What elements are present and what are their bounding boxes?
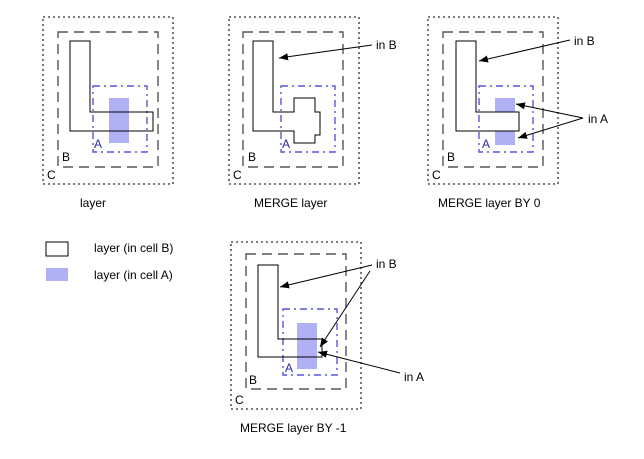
layer-shape-cell-a-upper [495, 98, 515, 112]
cell-c-label: C [432, 168, 441, 182]
cell-b-label: B [62, 150, 70, 164]
arrow-in-b-lower [319, 270, 371, 348]
annotation-in-b: in B [376, 257, 397, 271]
cell-a-label: A [282, 137, 290, 151]
cell-a-label: A [94, 137, 102, 151]
cell-c-label: C [235, 393, 244, 407]
layer-shape-cell-a [109, 98, 129, 143]
cell-b-frame [442, 31, 544, 168]
annotation-in-a: in A [404, 370, 424, 384]
layer-shape-cell-b [69, 40, 154, 132]
cell-b-frame [242, 31, 344, 168]
arrow-in-b-upper [279, 264, 373, 289]
arrow-in-a-lower [517, 117, 584, 139]
panel-layer: A B C layer [42, 16, 174, 210]
cell-a-label: A [482, 137, 490, 151]
panel-merge-layer-by-0: A B C in B in A MERGE layer BY 0 [427, 16, 608, 210]
arrow-in-a-upper [515, 102, 584, 119]
legend-swatch-filled [46, 268, 68, 281]
panel-caption: MERGE layer [254, 196, 327, 210]
cell-c-label: C [233, 168, 242, 182]
arrow-in-b [478, 39, 571, 63]
cell-a-frame [478, 85, 534, 153]
legend: layer (in cell B) layer (in cell A) [45, 241, 173, 282]
cell-a-frame [92, 85, 148, 153]
cell-b-frame [245, 253, 347, 390]
arrow-in-b [278, 44, 373, 61]
cell-c-frame [230, 241, 362, 410]
layer-shape-cell-a-lower [495, 131, 515, 145]
arrow-in-a [317, 350, 401, 374]
panel-merge-layer: A B C in B MERGE layer [228, 16, 397, 210]
cell-c-frame [427, 16, 559, 185]
cell-b-label: B [249, 373, 257, 387]
annotation-in-b: in B [574, 34, 595, 48]
cell-a-frame [282, 308, 338, 376]
cell-b-frame [57, 31, 159, 168]
merged-shape [455, 40, 520, 132]
cell-c-label: C [47, 168, 56, 182]
annotation-in-b: in B [376, 38, 397, 52]
panel-caption: MERGE layer BY 0 [438, 196, 541, 210]
legend-label-cell-b: layer (in cell B) [94, 241, 173, 255]
layer-shape-cell-a [297, 323, 317, 369]
legend-swatch-outline [45, 241, 69, 257]
panel-merge-layer-by-minus-1: A B C in B in A MERGE layer BY -1 [230, 241, 424, 435]
merged-shape [252, 40, 321, 144]
cell-c-frame [42, 16, 174, 185]
cell-b-label: B [447, 150, 455, 164]
cell-b-label: B [248, 150, 256, 164]
panel-caption: MERGE layer BY -1 [240, 421, 347, 435]
panel-caption: layer [80, 196, 106, 210]
cell-c-frame [228, 16, 360, 185]
cell-a-label: A [285, 361, 293, 375]
cell-a-frame [280, 85, 336, 153]
annotation-in-a: in A [588, 112, 608, 126]
legend-label-cell-a: layer (in cell A) [94, 268, 173, 282]
